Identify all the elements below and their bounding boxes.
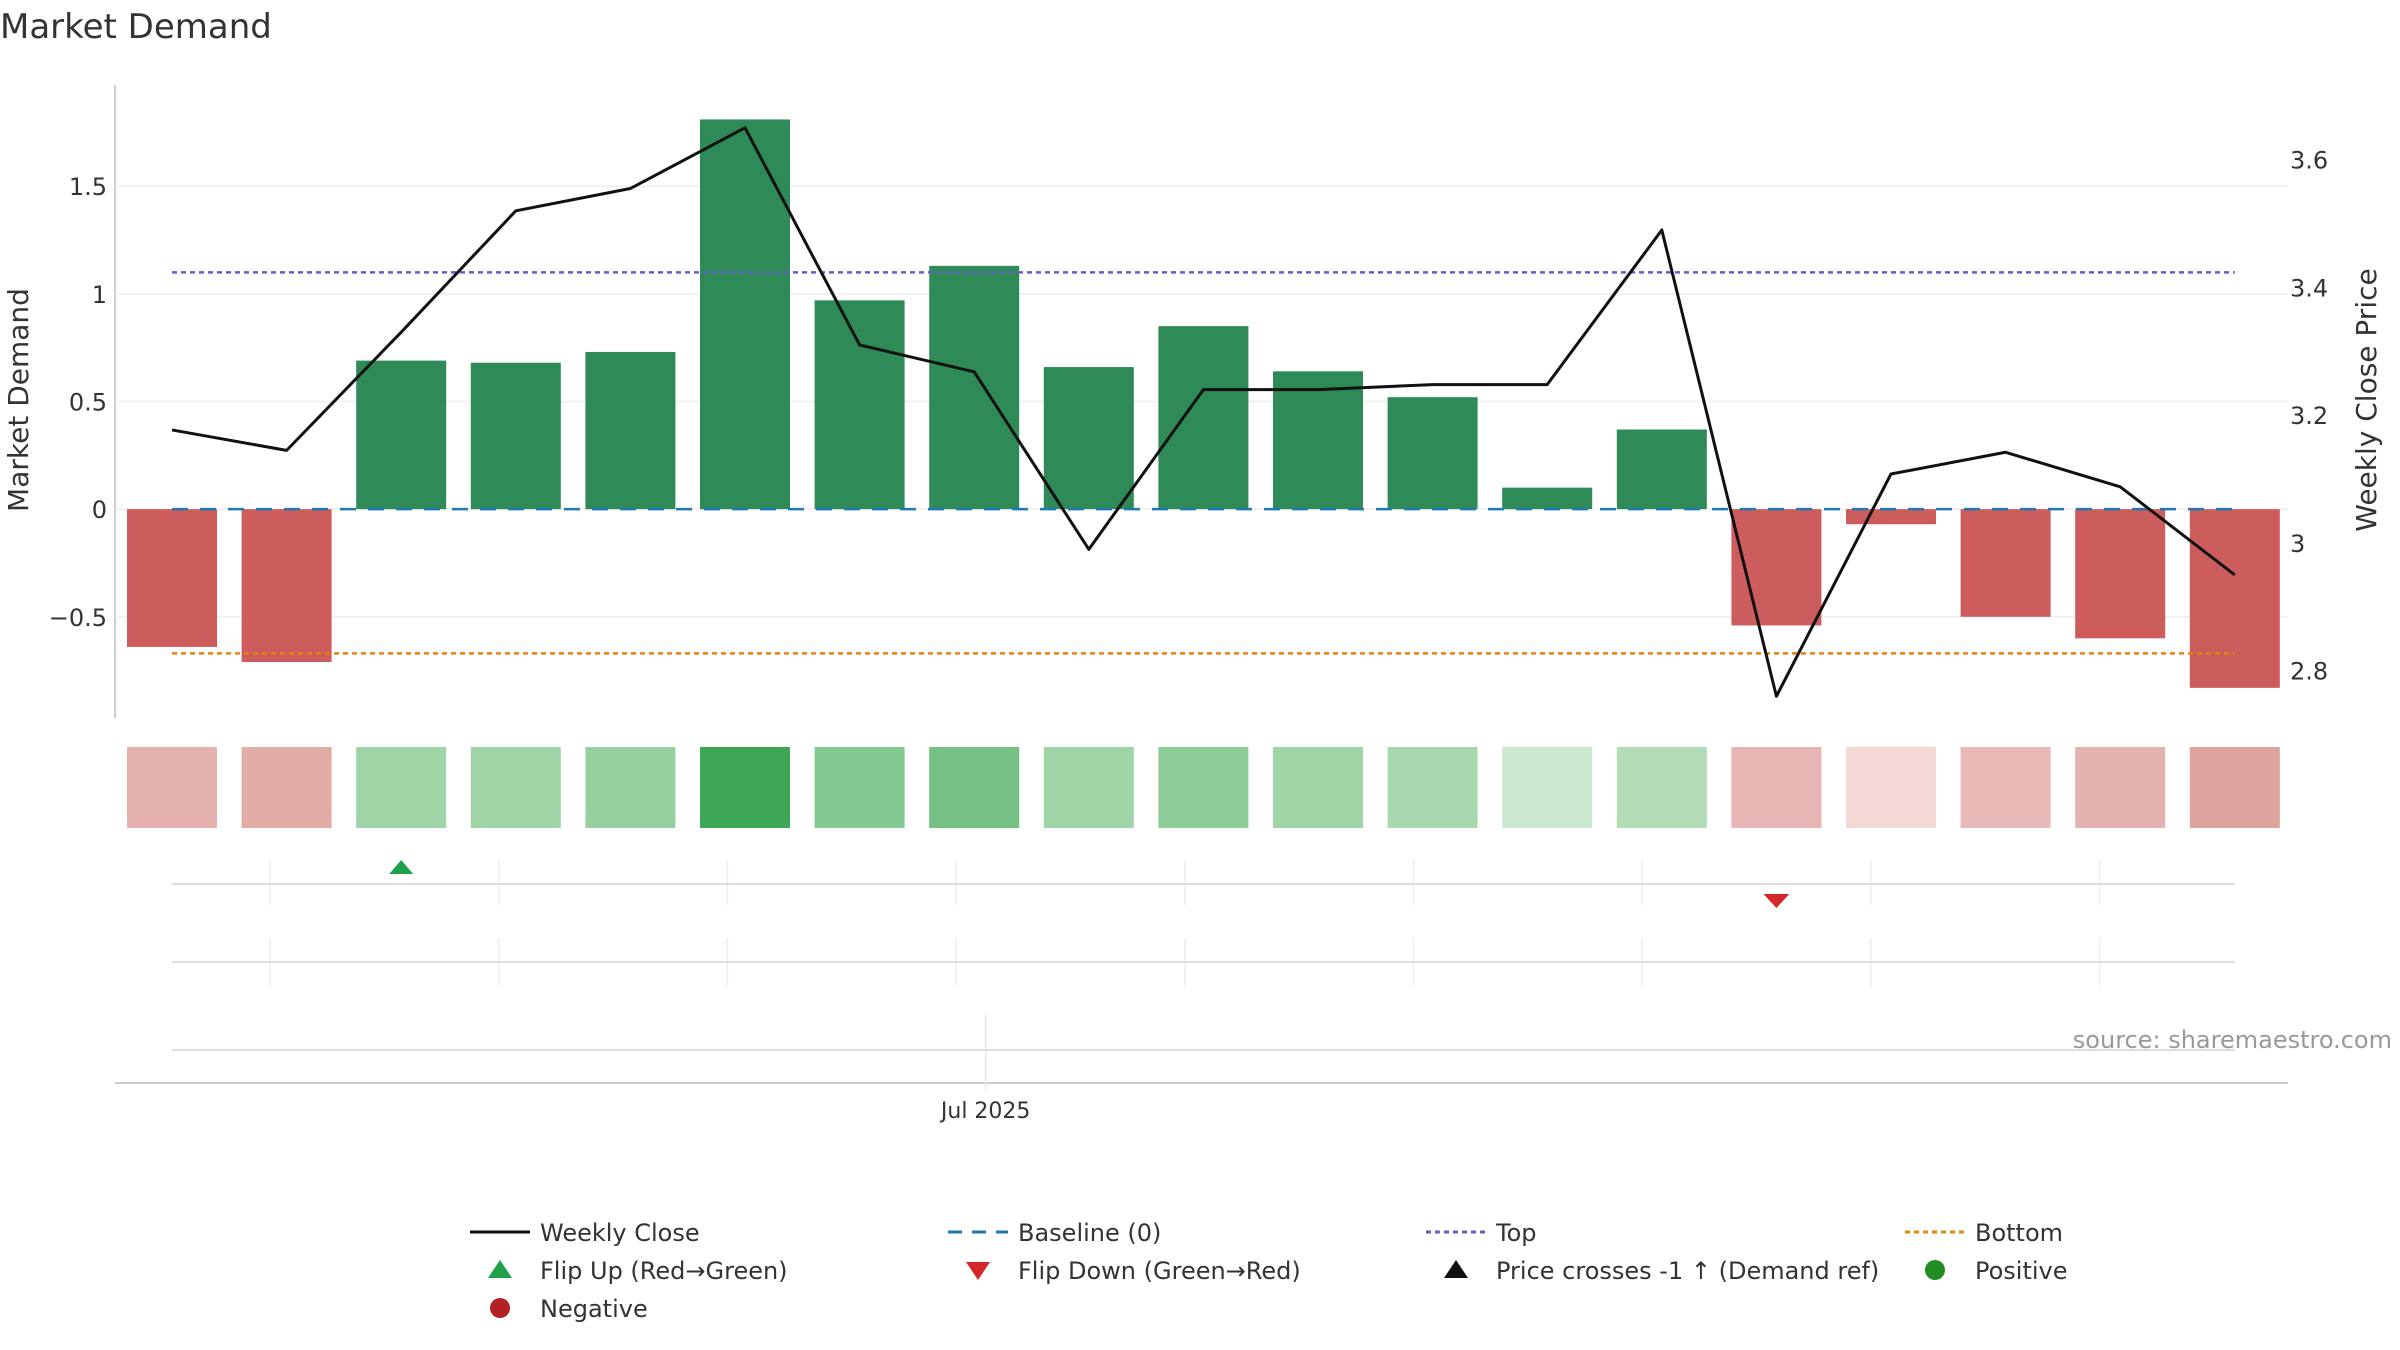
- x-tick-label: Jul 2025: [939, 1099, 1031, 1124]
- heat-strip-cell: [2189, 747, 2280, 828]
- legend-swatch-triangle-up: [1444, 1260, 1468, 1278]
- y2-tick-label: 2.8: [2290, 658, 2328, 686]
- heat-strip-cell: [585, 747, 676, 828]
- demand-bar: [470, 362, 561, 510]
- heat-strip-cell: [1960, 747, 2051, 828]
- heat-strip-cell: [470, 747, 561, 828]
- legend-label: Price crosses -1 ↑ (Demand ref): [1496, 1257, 1879, 1285]
- heat-strip-cell: [241, 747, 332, 828]
- heat-strip-cell: [356, 747, 447, 828]
- weekly-close-line: [171, 126, 2236, 698]
- demand-bar: [585, 351, 676, 510]
- demand-bar: [241, 509, 332, 663]
- heat-strip-cell: [700, 747, 790, 828]
- legend-label: Top: [1495, 1219, 1537, 1247]
- y-tick-label: 1.5: [69, 173, 107, 201]
- demand-bar: [929, 265, 1020, 510]
- legend-label: Flip Up (Red→Green): [540, 1257, 788, 1285]
- y-tick-label: 1: [92, 281, 107, 309]
- heat-strip-cell: [127, 747, 217, 828]
- heat-strip-cell: [2075, 747, 2166, 828]
- legend-label: Positive: [1975, 1257, 2068, 1285]
- demand-bar: [1731, 509, 1822, 626]
- heat-strip-cell: [1158, 747, 1249, 828]
- y2-tick-label: 3.2: [2290, 402, 2328, 430]
- demand-bar: [2075, 509, 2166, 639]
- demand-bar: [814, 300, 905, 510]
- demand-bar: [127, 509, 217, 647]
- legend-swatch-circle: [490, 1298, 510, 1318]
- heat-strip-cell: [1043, 747, 1134, 828]
- heat-strip-cell: [1273, 747, 1363, 828]
- y2-tick-label: 3: [2290, 530, 2305, 558]
- chart-title: Market Demand: [0, 7, 272, 47]
- heat-strip-cell: [1387, 747, 1478, 828]
- heat-strip-cell: [1616, 747, 1707, 828]
- heat-strip-cell: [814, 747, 905, 828]
- legend-label: Flip Down (Green→Red): [1018, 1257, 1301, 1285]
- demand-bar: [2189, 509, 2280, 688]
- heat-strip-cell: [1846, 747, 1936, 828]
- y-tick-label: −0.5: [49, 604, 107, 632]
- legend-swatch-triangle-down: [966, 1262, 990, 1280]
- demand-bar: [356, 360, 447, 510]
- y2-axis-label: Weekly Close Price: [2350, 268, 2383, 531]
- legend-label: Negative: [540, 1295, 648, 1323]
- y2-tick-label: 3.4: [2290, 274, 2328, 302]
- demand-bar: [1043, 367, 1134, 510]
- demand-bar: [1387, 397, 1478, 510]
- demand-bar: [1273, 371, 1363, 510]
- legend-swatch-circle: [1925, 1260, 1945, 1280]
- y-tick-label: 0: [92, 496, 107, 524]
- legend-label: Baseline (0): [1018, 1219, 1161, 1247]
- demand-bar: [1616, 429, 1707, 510]
- y-tick-label: 0.5: [69, 389, 107, 417]
- y2-tick-label: 3.6: [2290, 147, 2328, 175]
- demand-bar: [1502, 487, 1593, 510]
- heat-strip-cell: [1731, 747, 1822, 828]
- demand-bar: [700, 119, 790, 510]
- y-axis-label: Market Demand: [2, 288, 35, 512]
- flip-up-marker: [389, 860, 414, 874]
- flip-down-marker: [1763, 894, 1790, 908]
- demand-bar: [1846, 509, 1936, 525]
- heat-strip-cell: [929, 747, 1020, 828]
- legend-label: Weekly Close: [540, 1219, 700, 1247]
- demand-bar: [1158, 326, 1249, 510]
- legend-label: Bottom: [1975, 1219, 2063, 1247]
- demand-bar: [1960, 509, 2051, 617]
- legend-swatch-triangle-up: [488, 1260, 512, 1278]
- heat-strip-cell: [1502, 747, 1593, 828]
